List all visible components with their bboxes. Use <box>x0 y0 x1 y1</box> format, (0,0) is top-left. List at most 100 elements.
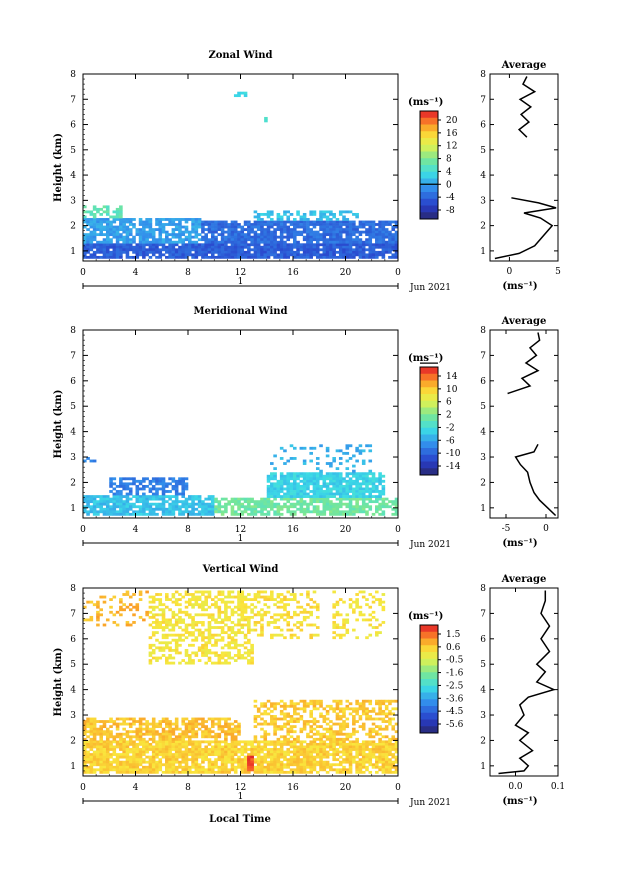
heatmap-cell <box>250 643 254 647</box>
heatmap-cell <box>233 248 238 252</box>
heatmap-cell <box>210 230 215 234</box>
heatmap-cell <box>125 250 130 254</box>
heatmap-cell <box>299 484 304 488</box>
heatmap-cell <box>358 507 363 511</box>
heatmap-cell <box>165 235 169 239</box>
heatmap-cell <box>299 243 304 247</box>
heatmap-cell <box>181 250 186 254</box>
heatmap-cell <box>138 479 143 483</box>
heatmap-cell <box>322 512 327 516</box>
heatmap-cell <box>358 233 363 237</box>
heatmap-cell <box>83 732 87 736</box>
heatmap-cell <box>329 735 333 739</box>
heatmap-cell <box>155 730 159 734</box>
heatmap-cell <box>188 725 192 729</box>
heatmap-cell <box>230 230 235 234</box>
heatmap-cell <box>240 600 245 604</box>
heatmap-cell <box>168 248 172 252</box>
heatmap-cell <box>381 702 386 706</box>
heatmap-cell <box>384 748 389 751</box>
heatmap-cell <box>332 510 336 514</box>
heatmap-cell <box>237 223 241 226</box>
heatmap-cell <box>204 646 208 650</box>
heatmap-cell <box>371 245 376 249</box>
heatmap-cell <box>352 238 356 242</box>
heatmap-cell <box>158 725 163 729</box>
heatmap-cell <box>161 490 166 493</box>
heatmap-cell <box>142 758 146 762</box>
heatmap-cell <box>181 618 186 622</box>
heatmap-cells <box>83 444 399 516</box>
heatmap-cell <box>299 253 304 257</box>
heatmap-cell <box>102 748 107 751</box>
heatmap-cell <box>174 748 179 751</box>
heatmap-cell <box>270 621 274 624</box>
heatmap-cell <box>204 502 208 506</box>
heatmap-cell <box>155 725 159 729</box>
heatmap-cell <box>125 218 130 221</box>
heatmap-cell <box>243 507 248 511</box>
heatmap-cell <box>168 730 172 734</box>
heatmap-cell <box>224 750 228 754</box>
heatmap-cell <box>227 742 231 746</box>
x-tick-label: 16 <box>287 268 299 278</box>
heatmap-cell <box>188 603 192 607</box>
avg-y-tick-label: 2 <box>480 478 486 488</box>
heatmap-cell <box>279 735 284 739</box>
heatmap-cell <box>109 255 113 259</box>
heatmap-cell <box>289 223 294 226</box>
heatmap-cell <box>289 212 294 216</box>
heatmap-cell <box>174 490 179 493</box>
heatmap-cell <box>332 230 336 234</box>
heatmap-cell <box>243 763 248 767</box>
heatmap-cell <box>243 618 248 622</box>
heatmap-cell <box>358 245 363 249</box>
heatmap-cell <box>263 243 268 247</box>
heatmap-cell <box>286 492 291 496</box>
heatmap-cell <box>168 495 172 498</box>
heatmap-cell <box>273 477 277 481</box>
heatmap-cell <box>256 633 261 637</box>
heatmap-cell <box>332 233 336 237</box>
heatmap-cell <box>161 253 166 257</box>
heatmap-cell <box>296 477 300 481</box>
heatmap-cell <box>263 235 268 239</box>
heatmap-cell <box>233 502 238 506</box>
heatmap-cell <box>358 490 363 493</box>
heatmap-cell <box>302 768 307 772</box>
heatmap-cell <box>260 623 264 627</box>
heatmap-cell <box>155 656 159 660</box>
heatmap-cell <box>188 218 192 221</box>
y-tick-label: 3 <box>70 196 76 206</box>
heatmap-cell <box>302 702 307 706</box>
heatmap-cell <box>92 737 97 741</box>
heatmap-cell <box>256 502 261 506</box>
heatmap-cell <box>371 709 376 713</box>
heatmap-cell <box>233 768 238 772</box>
heatmap-cell <box>355 502 359 506</box>
heatmap-cell <box>289 715 294 718</box>
heatmap-cell <box>86 233 90 237</box>
heatmap-cell <box>201 648 205 652</box>
heatmap-cell <box>96 720 100 723</box>
heatmap-cell <box>207 613 212 617</box>
heatmap-cell <box>214 228 218 231</box>
heatmap-cell <box>345 482 350 486</box>
heatmap-cell <box>83 240 87 244</box>
heatmap-cell <box>204 250 208 254</box>
heatmap-cell <box>256 750 261 754</box>
heatmap-cell <box>220 243 225 247</box>
heatmap-cell <box>161 505 166 509</box>
heatmap-cell <box>273 704 277 708</box>
heatmap-cell <box>230 727 235 731</box>
heatmap-cell <box>329 507 333 511</box>
heatmap-cell <box>325 220 330 224</box>
heatmap-cell <box>319 223 323 226</box>
heatmap-cell <box>378 233 382 237</box>
heatmap-cell <box>309 725 313 729</box>
heatmap-cell <box>92 500 97 504</box>
heatmap-cell <box>368 479 373 483</box>
heatmap-cell <box>279 233 284 237</box>
heatmap-cell <box>201 250 205 254</box>
heatmap-cell <box>194 621 199 624</box>
